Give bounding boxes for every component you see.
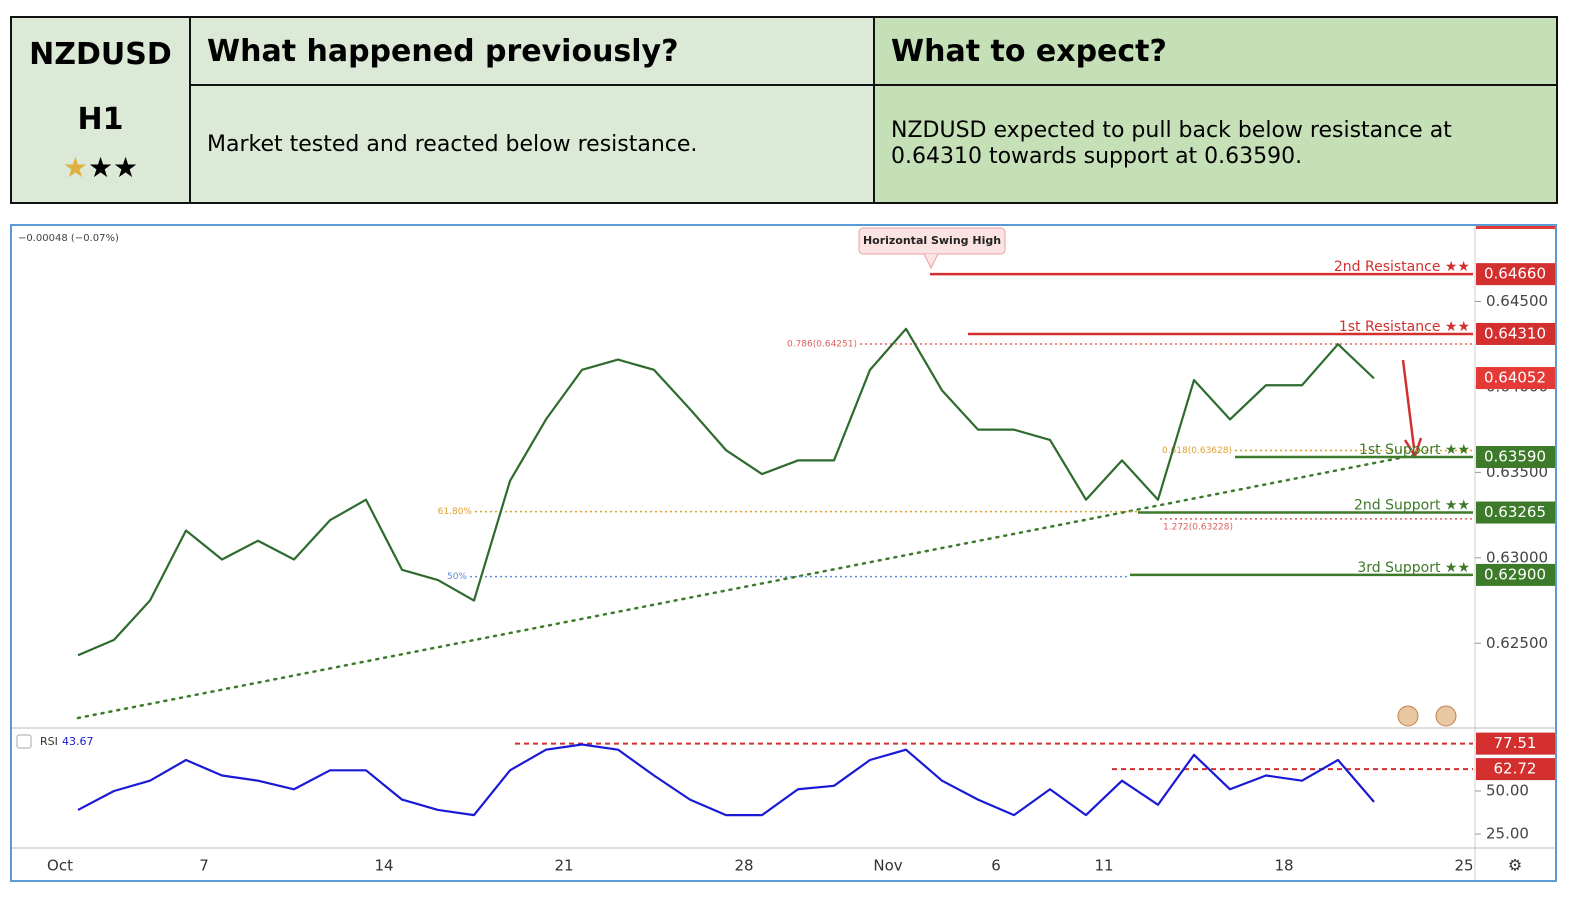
rsi-level-value: 62.72 [1494,760,1537,778]
rating-stars: ★★★ [62,150,139,184]
forecast-arrow [1401,359,1416,449]
last-price: 0.64052 [1484,369,1546,387]
level-name: 2nd Resistance ★★ [1334,259,1470,275]
level-name: 3rd Support ★★ [1357,560,1470,576]
y-tick-label: 50.00 [1486,781,1529,799]
chart-frame [10,224,1557,882]
y-tick-label: 0.63000 [1486,548,1548,566]
fib-label: 50% [447,572,467,582]
level-value-box [1476,563,1555,586]
level-name: 1st Resistance ★★ [1339,319,1470,335]
event-flag[interactable] [1397,705,1419,727]
level-value-box [1476,322,1555,345]
y-tick-label: 0.62500 [1486,634,1548,652]
level-value-box [1476,263,1555,286]
y-tick-label: 25.00 [1486,825,1529,843]
rsi-level-box [1476,758,1555,781]
level-name: 1st Support ★★ [1359,442,1470,458]
rsi-title: RSI [40,735,58,748]
settings-icon[interactable]: ⚙ [1508,856,1522,875]
annotation-pointer [923,253,939,270]
axis-top-marker [1476,226,1555,229]
series-line [77,327,1375,657]
level-value-box [1476,501,1555,524]
level-value: 0.63590 [1484,447,1546,465]
expect-text: NZDUSD expected to pull back below resis… [891,118,1452,169]
symbol: NZDUSD [29,36,172,72]
previous-title-cell: What happened previously? [189,16,875,86]
rsi-level-value: 77.51 [1494,734,1537,752]
rsi-level-box [1476,732,1555,755]
level-value: 0.64310 [1484,324,1546,342]
expect-title-cell: What to expect? [873,16,1558,86]
level-name: 2nd Support ★★ [1354,498,1470,514]
x-tick-label: 11 [1094,857,1113,875]
x-tick-label: 6 [991,857,1001,875]
x-tick-label: Oct [47,857,73,875]
change-label: −0.00048 (−0.07%) [18,233,119,244]
y-tick-label: 0.64500 [1486,292,1548,310]
expect-text-cell: NZDUSD expected to pull back below resis… [873,84,1558,204]
fib-label: 1.272(0.63228) [1163,522,1233,532]
level-value: 0.62900 [1484,565,1546,583]
symbol-cell: NZDUSD H1 ★★★ [10,16,191,204]
annotation: Horizontal Swing High [863,234,1001,247]
level-value: 0.63265 [1484,503,1546,521]
level-value-box [1476,445,1555,468]
trend-line [76,453,1417,720]
last-price-box [1476,367,1555,390]
previous-text-cell: Market tested and reacted below resistan… [189,84,875,204]
x-tick-label: 14 [374,857,393,875]
rsi-current: 43.67 [62,735,94,748]
fib-label: 0.786(0.64251) [787,340,857,350]
previous-text: Market tested and reacted below resistan… [207,131,698,157]
event-flag[interactable] [1435,705,1457,727]
collapse-button[interactable] [16,734,32,749]
fib-label: 0.618(0.63628) [1162,446,1232,456]
timeframe: H1 [77,101,124,137]
fib-label: 61.80% [438,507,473,517]
x-tick-label: 28 [734,857,753,875]
series-line [77,743,1375,817]
expect-title: What to expect? [891,33,1167,69]
header-table: NZDUSD H1 ★★★ What happened previously? … [10,16,1558,204]
x-tick-label: 25 [1454,857,1473,875]
previous-title: What happened previously? [207,33,679,69]
x-tick-label: 21 [554,857,573,875]
level-value: 0.64660 [1484,265,1546,283]
x-tick-label: Nov [873,857,902,875]
x-tick-label: 18 [1274,857,1293,875]
x-tick-label: 7 [199,857,209,875]
